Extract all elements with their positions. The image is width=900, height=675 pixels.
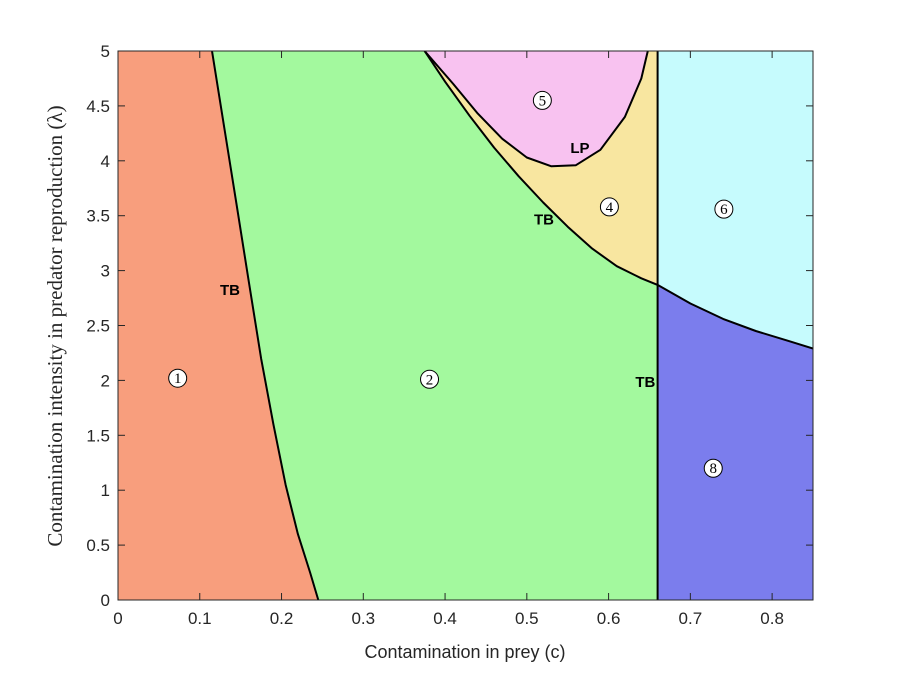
region-marker-4: [599, 197, 619, 217]
plot-area: [118, 51, 813, 600]
region-1: [118, 51, 319, 600]
region-8: [657, 284, 813, 600]
region-label-1: 1: [174, 371, 182, 387]
x-tick-label: 0: [113, 609, 122, 628]
region-marker-8: [703, 458, 723, 478]
region-5: [424, 51, 648, 167]
x-tick-label: 0.6: [597, 609, 621, 628]
y-ticks: 0 0.5 1 1.5 2 2.5 3 3.5 4 4.5 5: [86, 42, 813, 610]
y-tick-label: 2: [101, 371, 110, 390]
x-tick-label: 0.5: [515, 609, 539, 628]
tb-curve-label: TB: [220, 282, 240, 299]
y-axis-label: Contamination intensity in predator repr…: [43, 105, 67, 546]
region-label-5: 5: [539, 93, 547, 109]
region-marker-1: [168, 368, 188, 388]
region-6: [657, 51, 813, 349]
region-label-4: 4: [606, 200, 614, 216]
x-tick-label: 0.7: [679, 609, 703, 628]
boundary-curve-5: [423, 51, 649, 168]
boundary-curve-4: [657, 284, 813, 350]
region-4: [424, 51, 658, 285]
x-axis-label: Contamination in prey (c): [364, 642, 565, 662]
y-tick-label: 4.5: [86, 97, 110, 116]
x-tick-label: 0.1: [188, 609, 212, 628]
region-label-2: 2: [426, 372, 434, 388]
lp-curve-label: LP: [570, 140, 589, 157]
region-marker-5: [532, 90, 552, 110]
y-tick-label: 3.5: [86, 207, 110, 226]
x-tick-label: 0.8: [760, 609, 784, 628]
y-tick-label: 1.5: [86, 426, 110, 445]
tb-curve-label: TB: [635, 374, 655, 391]
x-tick-label: 0.2: [270, 609, 294, 628]
region-2: [212, 51, 658, 600]
x-tick-label: 0.3: [351, 609, 375, 628]
annotations: TB TB TB LP 1 2 4 5 6 8: [168, 90, 734, 478]
y-tick-label: 2.5: [86, 317, 110, 336]
boundary-curve-2: [423, 51, 658, 286]
region-marker-2: [420, 369, 440, 389]
y-tick-label: 1: [101, 481, 110, 500]
tb-curve-label: TB: [534, 211, 554, 228]
y-tick-label: 0: [101, 591, 110, 610]
x-ticks: 0 0.1 0.2 0.3 0.4 0.5 0.6 0.7 0.8: [113, 51, 784, 628]
region-label-6: 6: [720, 202, 728, 218]
region-label-8: 8: [709, 461, 717, 477]
y-tick-label: 4: [101, 152, 110, 171]
region-marker-6: [714, 199, 734, 219]
y-tick-label: 5: [101, 42, 110, 61]
x-tick-label: 0.4: [433, 609, 457, 628]
boundary-curve-1: [211, 51, 320, 600]
y-tick-label: 0.5: [86, 536, 110, 555]
y-tick-label: 3: [101, 262, 110, 281]
